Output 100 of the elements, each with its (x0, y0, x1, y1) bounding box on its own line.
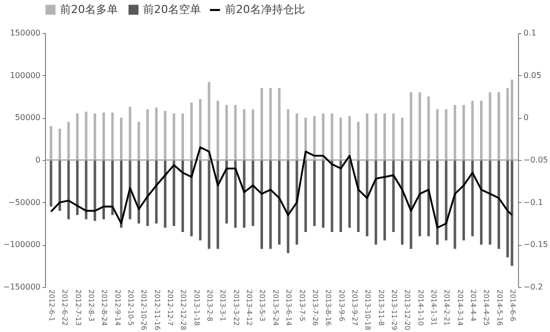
y2-tick-label: −0.05 (524, 156, 548, 164)
bar (383, 113, 386, 160)
bar (102, 112, 105, 160)
bar (128, 160, 132, 220)
bar (84, 112, 88, 160)
bar (252, 109, 254, 160)
bar (400, 160, 404, 245)
bar (138, 160, 140, 224)
bar (172, 160, 176, 226)
bar (155, 108, 158, 160)
y-tick-label: −150000 (3, 282, 40, 292)
bar (488, 160, 492, 245)
y-tick-label: −50000 (8, 198, 40, 207)
bar (510, 160, 514, 266)
bar (181, 160, 184, 232)
bar (50, 126, 52, 160)
bar (313, 116, 316, 160)
bar (278, 88, 281, 160)
bar (480, 160, 483, 245)
bar (348, 116, 351, 160)
bar (234, 160, 237, 228)
bar (208, 160, 210, 249)
bar (322, 160, 324, 228)
bar (216, 100, 220, 160)
bar (208, 82, 210, 160)
y2-tick-label: −0.1 (524, 198, 543, 207)
bar (348, 160, 351, 228)
legend-label: 前20名多单 (60, 2, 118, 16)
y2-tick-label: 0.1 (524, 28, 536, 38)
y2-tick-label: 0 (524, 113, 529, 122)
bar (296, 113, 298, 160)
bar (340, 160, 342, 232)
bar (366, 160, 368, 236)
bar (436, 109, 439, 160)
bar (76, 160, 79, 216)
bar (164, 110, 166, 160)
bar (269, 88, 272, 160)
bar (444, 109, 448, 160)
bar (181, 113, 184, 160)
bar (286, 160, 290, 254)
bar (84, 160, 88, 220)
bar (357, 160, 360, 232)
y-tick-label: −100000 (3, 240, 40, 250)
bar (138, 122, 140, 160)
bar (462, 104, 465, 160)
bar (498, 160, 500, 249)
bar (50, 160, 52, 207)
bar (330, 113, 334, 160)
bar (252, 160, 254, 226)
bar (111, 112, 114, 160)
bar (436, 160, 439, 245)
bar (102, 160, 105, 220)
y-tick-label: 150000 (10, 28, 40, 38)
bar (164, 160, 166, 228)
bar (418, 92, 422, 160)
bar (216, 160, 220, 249)
bar (418, 160, 422, 236)
bar (510, 80, 514, 160)
bar (330, 160, 334, 232)
bar (454, 160, 456, 249)
bar (444, 160, 448, 240)
bar (128, 106, 132, 160)
bar (155, 160, 158, 224)
bar (199, 160, 202, 240)
bar (322, 113, 324, 160)
bar (357, 122, 360, 160)
bar (427, 96, 430, 160)
bar (462, 160, 465, 240)
bar (374, 160, 378, 245)
bar (286, 109, 290, 160)
bar (296, 160, 298, 245)
bar (366, 113, 368, 160)
bar (94, 113, 96, 160)
bar (67, 160, 70, 220)
bar (190, 102, 193, 160)
bar (454, 104, 456, 160)
bar (260, 160, 263, 249)
bar (67, 122, 70, 160)
bar (120, 160, 122, 228)
bar (340, 118, 342, 160)
bar (410, 92, 412, 160)
bar (506, 160, 509, 258)
bar (410, 160, 412, 249)
bar (146, 160, 149, 226)
bar (58, 160, 62, 211)
y-tick-label: 0 (35, 156, 40, 164)
line-series (50, 146, 513, 229)
bar (269, 160, 272, 249)
bar (94, 160, 96, 221)
bar (392, 160, 395, 232)
bar (400, 118, 404, 160)
y2-tick-label: −0.15 (524, 240, 548, 250)
y-tick-label: 100000 (10, 70, 40, 80)
y-tick-label: 50000 (15, 113, 40, 122)
bar (234, 104, 237, 160)
legend-label: 前20名空单 (143, 2, 201, 16)
y2-tick-label: −0.2 (524, 282, 543, 292)
bar (111, 160, 114, 216)
bar (488, 92, 492, 160)
legend-label: 前20名净持仓比 (225, 3, 305, 16)
